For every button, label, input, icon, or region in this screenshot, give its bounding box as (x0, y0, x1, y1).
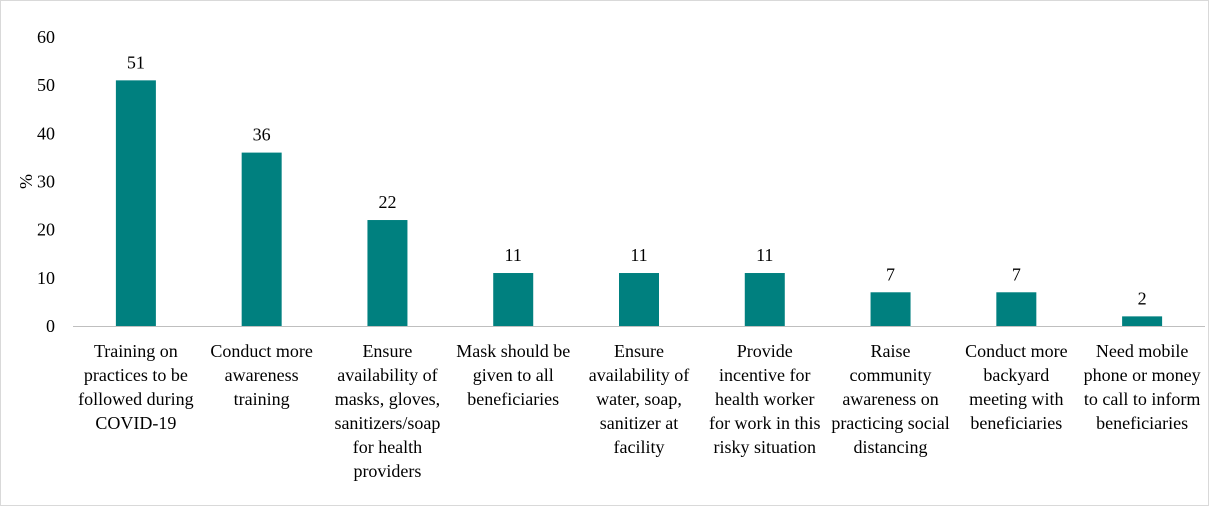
bar (619, 273, 659, 326)
x-category-label: Ensure availability of masks, gloves, sa… (334, 341, 441, 481)
bar (367, 220, 408, 326)
bar (996, 292, 1037, 326)
x-category-label: Training on practices to be followed dur… (78, 341, 194, 433)
data-label: 22 (378, 192, 396, 212)
data-label: 11 (630, 245, 647, 265)
x-category-label: Ensure availability of water, soap, sani… (588, 341, 690, 457)
y-tick-label: 0 (46, 316, 55, 336)
y-tick-label: 30 (37, 172, 55, 192)
y-tick-label: 20 (37, 220, 55, 240)
data-label: 7 (1012, 264, 1021, 284)
data-labels: 51 36 22 11 11 11 7 7 2 (127, 52, 1147, 308)
x-category-label: Conduct more backyard meeting with benef… (965, 341, 1068, 433)
data-label: 2 (1138, 288, 1147, 308)
bar (870, 292, 911, 326)
data-label: 11 (505, 245, 522, 265)
y-tick-label: 40 (37, 123, 55, 143)
y-tick-label: 60 (37, 27, 55, 47)
bar (115, 80, 156, 326)
x-category-label: Mask should be given to all beneficiarie… (456, 341, 571, 409)
bar (241, 152, 282, 326)
y-tick-label: 50 (37, 75, 55, 95)
data-label: 11 (756, 245, 773, 265)
x-category-label: Provide incentive for health worker for … (709, 341, 821, 457)
y-tick-label: 10 (37, 268, 55, 288)
data-label: 51 (127, 52, 145, 72)
bar (744, 273, 785, 326)
y-axis-title: % (16, 174, 36, 189)
bar (493, 273, 534, 326)
bars (115, 80, 1163, 326)
x-category-label: Raise community awareness on practicing … (831, 341, 950, 457)
data-label: 36 (253, 125, 271, 145)
data-label: 7 (886, 264, 895, 284)
x-category-label: Need mobile phone or money to call to in… (1083, 341, 1201, 433)
y-axis-ticks: 0 10 20 30 40 50 60 (37, 27, 55, 336)
bar (1122, 316, 1163, 326)
x-category-label: Conduct more awareness training (210, 341, 313, 409)
